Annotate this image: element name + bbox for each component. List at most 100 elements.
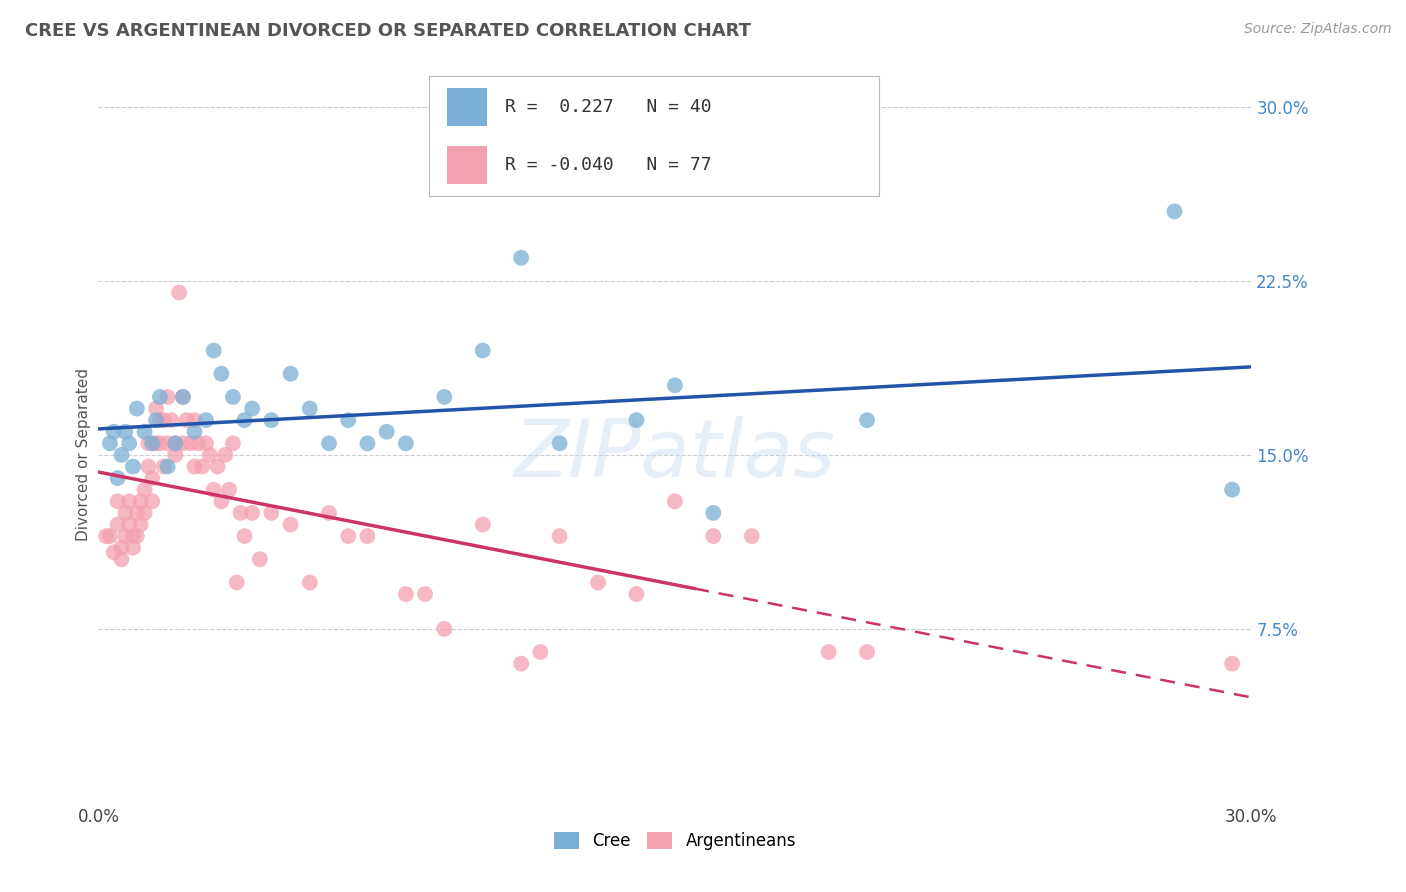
Point [176,413,198,427]
Point [260,413,283,427]
Text: R =  0.227   N = 40: R = 0.227 N = 40 [505,98,711,116]
Point [222,390,245,404]
Point [138,459,160,474]
Point [122,459,145,474]
Point [280,367,302,381]
Text: CREE VS ARGENTINEAN DIVORCED OR SEPARATED CORRELATION CHART: CREE VS ARGENTINEAN DIVORCED OR SEPARATE… [25,22,751,40]
Point [172,436,194,450]
Point [240,506,263,520]
Point [107,471,129,485]
Point [195,413,218,427]
Point [125,506,148,520]
Point [337,413,360,427]
Point [183,413,205,427]
Bar [447,145,488,185]
Text: ZIPatlas: ZIPatlas [513,416,837,494]
Point [218,483,240,497]
Point [375,425,398,439]
Point [156,390,179,404]
Point [664,378,686,392]
Point [195,436,218,450]
Point [118,517,141,532]
Point [149,390,172,404]
Point [141,471,163,485]
Point [141,494,163,508]
Point [395,587,418,601]
Point [118,436,141,450]
Point [626,587,648,601]
Point [107,517,129,532]
Point [165,436,187,450]
Point [702,529,724,543]
Point [172,390,194,404]
Point [98,529,121,543]
Point [413,587,436,601]
Point [156,436,179,450]
Point [202,483,225,497]
Point [471,343,494,358]
Point [626,413,648,427]
Point [187,436,209,450]
Point [318,436,340,450]
Point [337,529,360,543]
Point [125,401,148,416]
Point [165,436,187,450]
Point [134,506,156,520]
Point [134,483,156,497]
Text: Source: ZipAtlas.com: Source: ZipAtlas.com [1244,22,1392,37]
Point [145,436,167,450]
Point [1163,204,1185,219]
Point [318,506,340,520]
Point [433,622,456,636]
Point [209,494,232,508]
Point [471,517,494,532]
Point [229,506,252,520]
Point [433,390,456,404]
Point [107,494,129,508]
Point [167,285,190,300]
Point [233,413,256,427]
Point [180,436,202,450]
Point [856,413,879,427]
Point [183,425,205,439]
Point [165,448,187,462]
Point [510,657,533,671]
Point [1220,483,1243,497]
Point [356,529,378,543]
Point [214,448,236,462]
Point [191,459,214,474]
Point [145,401,167,416]
Point [586,575,609,590]
Point [118,494,141,508]
Point [510,251,533,265]
Point [183,459,205,474]
Point [202,343,225,358]
Point [114,425,136,439]
Point [103,545,125,559]
Point [207,459,229,474]
Point [856,645,879,659]
Point [152,413,174,427]
Point [209,367,232,381]
Point [110,541,132,555]
Point [664,494,686,508]
Point [233,529,256,543]
Point [129,494,152,508]
Point [298,401,321,416]
Point [110,448,132,462]
Legend: Cree, Argentineans: Cree, Argentineans [547,826,803,857]
Point [741,529,763,543]
Point [225,575,247,590]
Point [260,506,283,520]
Point [172,390,194,404]
Point [129,517,152,532]
Point [138,436,160,450]
Point [94,529,117,543]
Point [152,459,174,474]
Point [149,436,172,450]
Y-axis label: Divorced or Separated: Divorced or Separated [76,368,91,541]
Point [280,517,302,532]
Point [156,459,179,474]
Point [114,506,136,520]
Point [122,541,145,555]
